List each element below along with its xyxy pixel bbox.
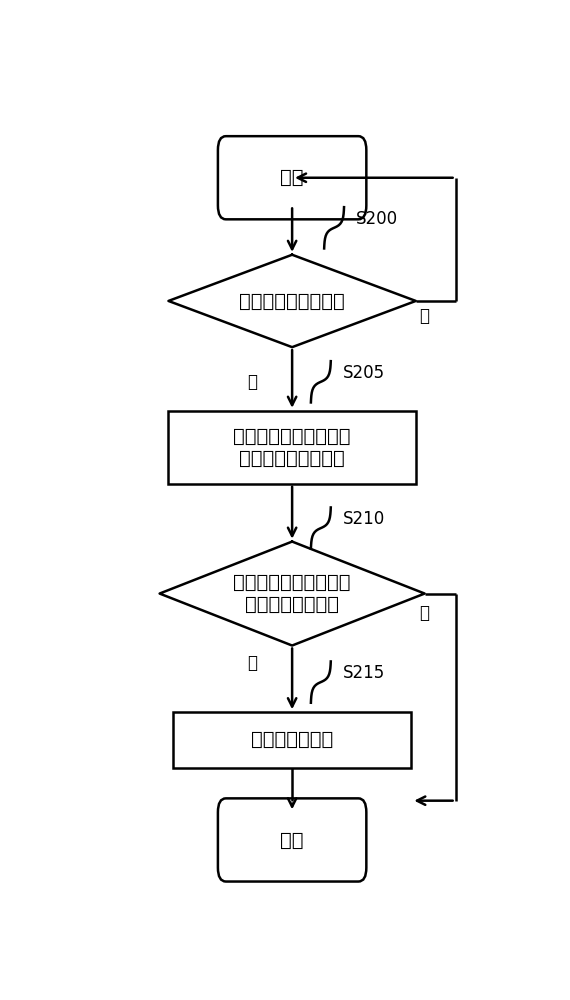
Text: 已与移动终端连接？: 已与移动终端连接？ [239,291,345,310]
FancyBboxPatch shape [218,798,367,882]
Text: 否: 否 [247,654,258,672]
Polygon shape [160,542,425,646]
Text: 更新电话簿数据: 更新电话簿数据 [251,730,333,749]
Text: 每条通话记录信息都与
电话簿信息一致？: 每条通话记录信息都与 电话簿信息一致？ [233,573,351,614]
Polygon shape [169,255,416,347]
Text: S215: S215 [343,664,385,682]
Text: 是: 是 [247,373,258,391]
FancyBboxPatch shape [218,136,367,219]
Text: 结束: 结束 [280,830,304,849]
Text: 开始: 开始 [280,168,304,187]
Text: S200: S200 [356,210,398,228]
Bar [173,712,412,768]
Text: S205: S205 [343,364,385,382]
Bar [169,411,416,484]
Text: S210: S210 [343,510,385,528]
Text: 是: 是 [420,604,430,622]
Text: 否: 否 [420,307,430,325]
Text: 从移动终端取得电话簿
数据和通话记录信息: 从移动终端取得电话簿 数据和通话记录信息 [233,427,351,468]
